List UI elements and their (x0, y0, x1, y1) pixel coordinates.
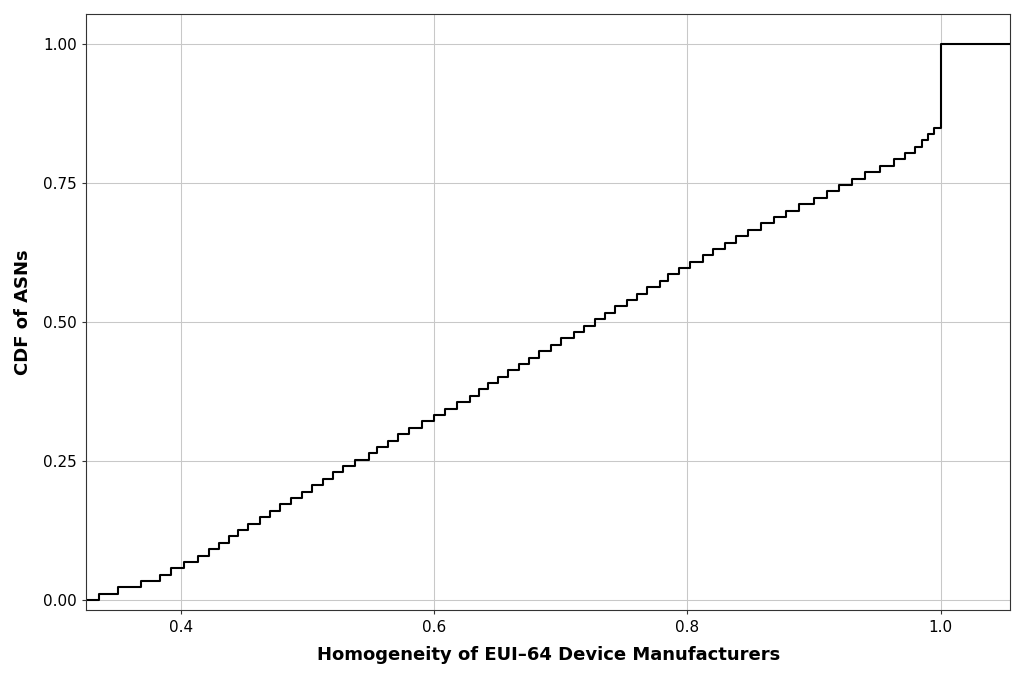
Y-axis label: CDF of ASNs: CDF of ASNs (14, 250, 32, 375)
X-axis label: Homogeneity of EUI–64 Device Manufacturers: Homogeneity of EUI–64 Device Manufacture… (316, 646, 780, 664)
